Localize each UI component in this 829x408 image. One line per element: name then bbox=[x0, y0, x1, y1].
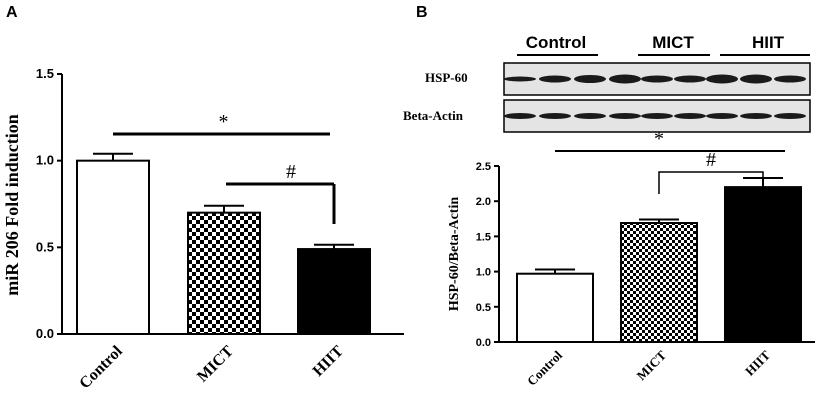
blot-band bbox=[574, 113, 606, 119]
significance-symbol: # bbox=[286, 161, 296, 183]
category-label: MICT bbox=[633, 347, 669, 383]
y-tick-label: 1.0 bbox=[36, 153, 54, 168]
bar-mict bbox=[620, 222, 698, 343]
blot-band bbox=[539, 75, 571, 83]
blot-band bbox=[609, 113, 641, 119]
chart-a: 0.0 0.5 1.0 1.5 miR 206 Fold induction Contro… bbox=[2, 66, 404, 392]
bar-control bbox=[516, 272, 594, 344]
chart-b: 0.0 0.5 1.0 1.5 2.0 2.5 HSP-60/Beta-Actin Contr… bbox=[447, 128, 815, 389]
blot-band bbox=[641, 75, 673, 83]
category-label: MICT bbox=[194, 343, 237, 386]
beta-actin-bands bbox=[504, 113, 806, 119]
y-tick-label: 0.5 bbox=[36, 239, 54, 254]
blot-band bbox=[674, 113, 706, 119]
panel-b-label: B bbox=[416, 4, 428, 21]
y-tick-label: 1.5 bbox=[476, 231, 491, 243]
bar-control bbox=[76, 159, 150, 335]
y-tick-label: 1.0 bbox=[476, 267, 491, 279]
blot-band bbox=[706, 74, 738, 84]
bar-hiit bbox=[724, 186, 802, 343]
bar-hiit bbox=[297, 248, 371, 335]
panel-a-label: A bbox=[6, 4, 18, 21]
blot-group-mict: MICT bbox=[652, 33, 694, 52]
y-tick-label: 1.5 bbox=[36, 66, 54, 81]
blot-band bbox=[740, 74, 772, 84]
blot-band bbox=[539, 113, 571, 119]
blot-band bbox=[574, 75, 606, 83]
significance-symbol: # bbox=[706, 149, 716, 171]
hsp60-bands bbox=[504, 74, 806, 84]
y-tick-label: 0.0 bbox=[476, 337, 491, 349]
blot-group-hiit: HIIT bbox=[752, 33, 785, 52]
category-label: Control bbox=[76, 342, 126, 392]
blot-band bbox=[706, 113, 738, 119]
category-label: HIIT bbox=[310, 343, 347, 380]
bar-mict bbox=[187, 211, 261, 336]
blot-band bbox=[774, 113, 806, 119]
blot-band bbox=[609, 74, 641, 84]
y-axis-label: miR 206 Fold induction bbox=[2, 114, 22, 296]
y-tick-label: 0.0 bbox=[36, 326, 54, 341]
y-tick-label: 2.0 bbox=[476, 196, 491, 208]
blot-band bbox=[504, 76, 536, 82]
blot-band bbox=[504, 113, 536, 119]
western-blot: Control MICT HIIT HSP-60 Beta-Actin bbox=[403, 33, 811, 133]
category-label: Control bbox=[524, 347, 565, 388]
blot-group-control: Control bbox=[526, 33, 586, 52]
significance-bracket bbox=[658, 171, 764, 194]
significance-symbol: * bbox=[219, 111, 229, 133]
significance-symbol: * bbox=[654, 128, 664, 150]
blot-band bbox=[674, 75, 706, 83]
y-axis-label: HSP-60/Beta-Actin bbox=[447, 197, 462, 312]
y-tick-label: 2.5 bbox=[476, 161, 491, 173]
blot-band bbox=[641, 113, 673, 119]
category-label: HIIT bbox=[742, 347, 773, 378]
blot-row-beta-actin: Beta-Actin bbox=[403, 108, 464, 123]
blot-band bbox=[740, 113, 772, 119]
blot-band bbox=[774, 75, 806, 83]
y-tick-label: 0.5 bbox=[476, 302, 491, 314]
blot-row-hsp60: HSP-60 bbox=[425, 70, 468, 85]
